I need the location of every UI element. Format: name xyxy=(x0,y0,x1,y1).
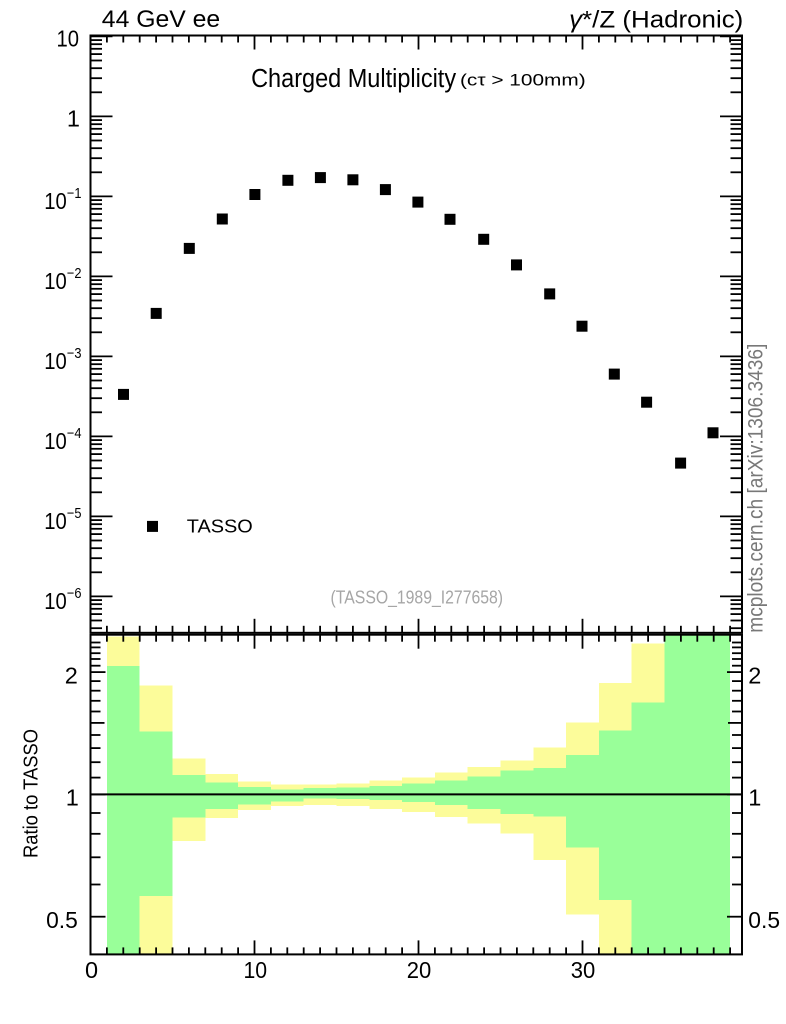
svg-text:−5: −5 xyxy=(67,506,82,522)
svg-text:Charged Multiplicity: Charged Multiplicity xyxy=(251,63,457,93)
svg-text:20: 20 xyxy=(407,957,432,983)
svg-text:10: 10 xyxy=(44,188,67,214)
svg-text:10: 10 xyxy=(244,957,268,983)
svg-text:−4: −4 xyxy=(67,426,82,442)
svg-text:0: 0 xyxy=(85,957,98,983)
svg-text:1: 1 xyxy=(748,785,761,811)
svg-text:10: 10 xyxy=(44,588,67,614)
svg-text:−3: −3 xyxy=(67,346,82,362)
svg-text:44 GeV ee: 44 GeV ee xyxy=(102,6,220,33)
svg-text:10: 10 xyxy=(57,26,80,52)
svg-text:0.5: 0.5 xyxy=(46,907,78,933)
svg-text:10: 10 xyxy=(44,508,67,534)
svg-text:30: 30 xyxy=(571,957,596,983)
svg-text:(cτ > 100mm): (cτ > 100mm) xyxy=(460,71,586,90)
svg-text:10: 10 xyxy=(44,428,67,454)
svg-text:−6: −6 xyxy=(67,586,82,602)
svg-text:0.5: 0.5 xyxy=(748,907,780,933)
svg-text:10: 10 xyxy=(44,348,67,374)
svg-text:1: 1 xyxy=(66,785,79,811)
svg-text:TASSO: TASSO xyxy=(187,517,253,537)
svg-text:2: 2 xyxy=(65,662,78,688)
svg-text:(TASSO_1989_I277658): (TASSO_1989_I277658) xyxy=(331,587,504,609)
svg-text:−2: −2 xyxy=(67,266,82,282)
svg-text:γ*/Z (Hadronic): γ*/Z (Hadronic) xyxy=(569,7,743,34)
svg-text:−1: −1 xyxy=(67,186,82,202)
svg-text:10: 10 xyxy=(44,268,67,294)
svg-text:Ratio to TASSO: Ratio to TASSO xyxy=(20,729,43,858)
svg-text:mcplots.cern.ch [arXiv:1306.34: mcplots.cern.ch [arXiv:1306.3436] xyxy=(744,344,768,633)
svg-text:2: 2 xyxy=(748,662,761,688)
svg-text:1: 1 xyxy=(67,106,80,132)
